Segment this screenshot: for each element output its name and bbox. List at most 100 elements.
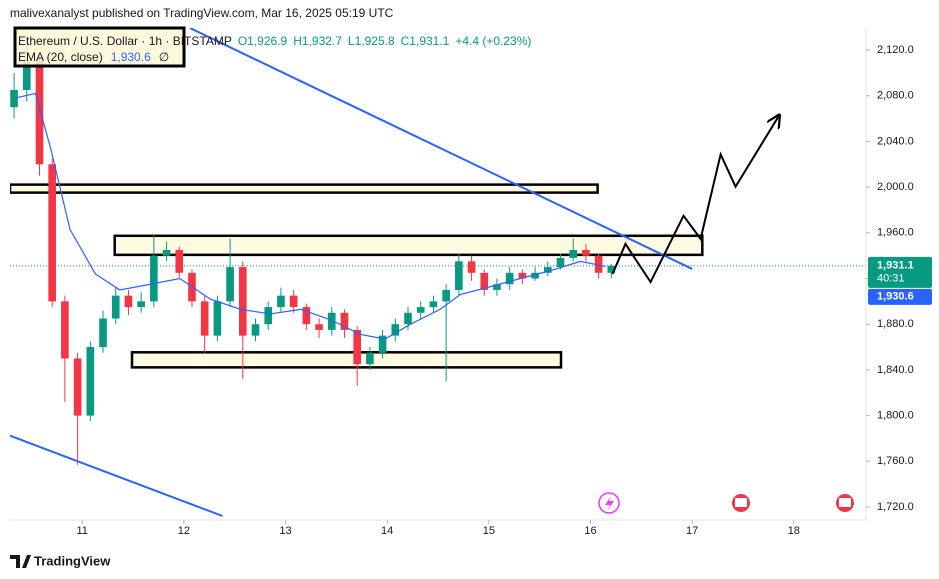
x-tick-label: 14	[381, 525, 393, 537]
y-tick-label: 2,040.0	[877, 135, 914, 147]
y-tick-label: 2,000.0	[877, 181, 914, 193]
ohlc-label: L1,925.8	[348, 34, 395, 48]
candle-body	[175, 249, 184, 273]
x-tick-label: 11	[76, 525, 87, 537]
candle-body	[582, 249, 590, 256]
flag-icon	[839, 498, 851, 507]
candle-body	[137, 301, 145, 308]
ema-line	[14, 92, 606, 340]
candle-body	[200, 301, 209, 336]
x-tick-label: 17	[686, 525, 698, 537]
ema-badge	[868, 288, 932, 305]
x-tick-label: 16	[584, 525, 596, 537]
candle-body	[455, 261, 463, 290]
y-tick-label: 2,120.0	[877, 44, 914, 56]
x-tick-label: 18	[788, 525, 800, 537]
candle-body	[124, 295, 133, 308]
candle-body	[493, 284, 501, 290]
ohlc-label: O1,926.9	[238, 34, 288, 48]
trendline	[10, 434, 223, 517]
candle-body	[531, 272, 539, 279]
brand: TradingView	[34, 553, 111, 568]
candle-body	[111, 295, 120, 319]
legend-title: Ethereum / U.S. Dollar · 1h · BITSTAMP	[18, 34, 232, 48]
zone	[130, 351, 563, 369]
candle-body	[556, 257, 565, 268]
candle-body	[61, 301, 69, 359]
legend-ema-value: 1,930.6	[111, 50, 151, 64]
candle-body	[226, 267, 234, 302]
y-tick-label: 1,840.0	[877, 364, 914, 376]
change-label: +4.4 (+0.23%)	[455, 34, 531, 48]
candle-body	[467, 261, 476, 273]
candle-body	[327, 312, 336, 330]
candle-body	[416, 307, 425, 313]
candle-body	[238, 267, 247, 336]
candle-body	[86, 347, 95, 416]
candle-body	[366, 352, 374, 365]
candle-body	[543, 267, 552, 273]
zone	[10, 183, 599, 194]
candle-body	[340, 312, 349, 330]
candle-body	[10, 90, 18, 108]
candle-body	[429, 301, 438, 308]
legend-ema-name: EMA (20, close)	[18, 50, 103, 64]
y-tick-label: 1,880.0	[877, 318, 914, 330]
candle-body	[353, 329, 361, 365]
candle-body	[35, 61, 44, 165]
footer: TradingView	[10, 553, 111, 568]
brand-logo	[10, 555, 31, 568]
countdown-label: 40:31	[877, 273, 905, 285]
ema-badge-label: 1,930.6	[877, 291, 914, 303]
axes: 1,720.01,760.01,800.01,840.01,880.01,920…	[76, 44, 932, 537]
x-tick-label: 12	[178, 525, 190, 537]
candle-body	[277, 295, 285, 308]
attribution: malivexanalyst published on TradingView.…	[10, 6, 394, 20]
last-price-badge	[868, 256, 932, 288]
candle-body	[378, 335, 387, 353]
candle-body	[404, 312, 412, 325]
candle-body	[518, 272, 527, 279]
y-tick-label: 1,760.0	[877, 455, 914, 467]
candle-body	[99, 318, 107, 348]
x-tick-label: 15	[483, 525, 495, 537]
trendline	[189, 28, 693, 270]
y-tick-label: 2,080.0	[877, 90, 914, 102]
candle-body	[150, 255, 158, 302]
y-tick-label: 1,960.0	[877, 227, 914, 239]
legend-ema-icon: ∅	[159, 50, 169, 64]
candle-body	[569, 249, 578, 258]
ohlc-label: C1,931.1	[401, 34, 450, 48]
y-tick-label: 1,720.0	[877, 501, 914, 513]
candle-body	[162, 249, 171, 256]
candle-body	[607, 265, 616, 273]
last-price-label: 1,931.1	[877, 260, 914, 272]
candle-body	[505, 272, 514, 285]
legend: Ethereum / U.S. Dollar · 1h · BITSTAMP O1…	[18, 34, 531, 64]
candle-body	[594, 255, 603, 273]
legend-box	[13, 26, 186, 68]
candle-body	[48, 164, 57, 302]
candle-body	[302, 307, 311, 325]
candle-body	[391, 324, 400, 336]
plot-area	[10, 28, 866, 517]
candle-body	[22, 61, 31, 91]
flag-icon	[735, 498, 747, 507]
ohlc-label: H1,932.7	[293, 34, 342, 48]
candle-body	[442, 289, 450, 302]
candle-body	[213, 301, 222, 336]
candle-body	[480, 272, 489, 290]
event-icon-bolt	[605, 496, 614, 511]
candle-body	[264, 307, 273, 325]
candle-body	[73, 358, 82, 416]
y-tick-label: 1,800.0	[877, 409, 914, 421]
candle-body	[315, 324, 323, 330]
zone	[113, 234, 704, 257]
candle-body	[289, 295, 298, 308]
projection-path	[611, 116, 779, 285]
event-icons	[598, 492, 856, 514]
x-tick-label: 13	[279, 525, 291, 537]
